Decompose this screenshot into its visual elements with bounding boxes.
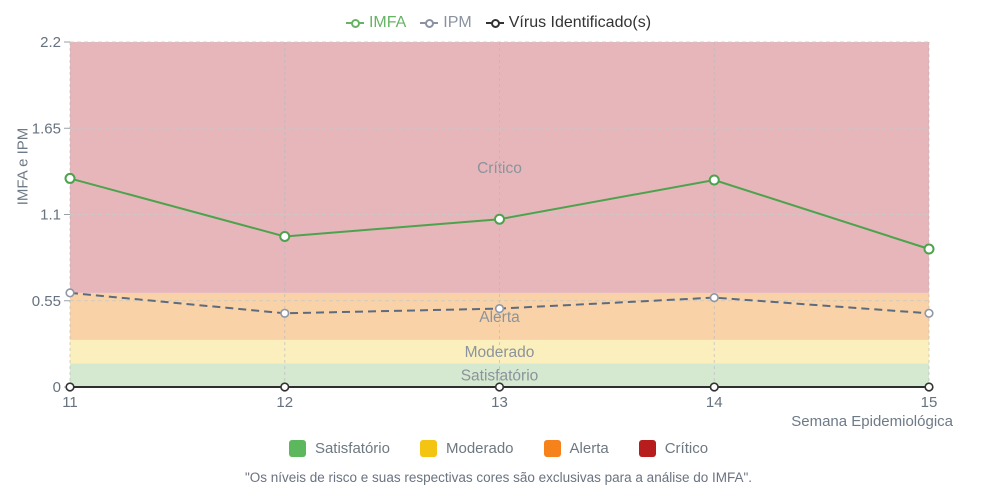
y-axis-title: IMFA e IPM bbox=[14, 127, 32, 206]
risk-legend-label: Satisfatório bbox=[314, 440, 390, 457]
data-point-virus-identificado-s-week-14[interactable] bbox=[709, 382, 719, 392]
y-tick-label: 1.65 bbox=[32, 120, 61, 137]
legend-item-imfa[interactable]: IMFA bbox=[345, 14, 407, 32]
data-point-virus-identificado-s-week-13[interactable] bbox=[494, 382, 505, 392]
x-axis-title: Semana Epidemiológica bbox=[791, 413, 953, 430]
data-point-ipm-week-12[interactable] bbox=[280, 308, 290, 318]
data-point-imfa-week-15[interactable] bbox=[923, 243, 935, 255]
x-tick-label: 14 bbox=[706, 394, 723, 411]
legend-item-virus-identificado-s[interactable]: Vírus Identificado(s) bbox=[485, 14, 652, 32]
band-label-alerta: Alerta bbox=[479, 309, 520, 326]
x-tick-label: 12 bbox=[276, 394, 293, 411]
legend-item-label: Vírus Identificado(s) bbox=[508, 14, 652, 31]
data-point-imfa-week-14[interactable] bbox=[708, 174, 720, 186]
data-point-imfa-week-11[interactable] bbox=[64, 172, 76, 184]
data-point-ipm-week-13[interactable] bbox=[494, 303, 505, 314]
legend-item-label: IPM bbox=[443, 14, 472, 31]
risk-legend-label: Crítico bbox=[664, 440, 709, 457]
plot-band-moderado: Moderado bbox=[70, 339, 929, 364]
legend-item-label: IMFA bbox=[368, 14, 407, 31]
y-tick-label: 0.55 bbox=[32, 293, 61, 310]
series-marker-icon bbox=[345, 18, 364, 28]
legend-item-ipm[interactable]: IPM bbox=[420, 14, 472, 32]
band-label-satisfatorio: Satisfatório bbox=[461, 368, 539, 385]
y-tick-label: 0 bbox=[53, 379, 61, 396]
line-chart: Satisfatório Moderado Alerta Crítico 0 0.55 1.… bbox=[32, 34, 938, 411]
x-tick-label: 11 bbox=[62, 394, 78, 411]
series-imfa bbox=[64, 172, 935, 255]
plot-band-satisfatorio: Satisfatório bbox=[70, 363, 929, 387]
data-point-ipm-week-14[interactable] bbox=[709, 293, 719, 303]
series-ipm bbox=[65, 288, 934, 318]
data-point-virus-identificado-s-week-12[interactable] bbox=[280, 382, 290, 392]
series-virus-identificado-s bbox=[65, 382, 934, 392]
y-tick-label: 1.1 bbox=[40, 207, 61, 224]
footnote-text: "Os níveis de risco e suas respectivas c… bbox=[244, 470, 753, 485]
series-legend: IMFA IPM Vírus Identificado(s) bbox=[0, 14, 997, 32]
risk-legend-item-alerta: Alerta bbox=[543, 440, 609, 457]
risk-legend-label: Moderado bbox=[445, 440, 514, 457]
band-label-moderado: Moderado bbox=[465, 344, 535, 361]
risk-color-swatch bbox=[543, 440, 561, 457]
data-point-ipm-week-15[interactable] bbox=[924, 308, 934, 318]
data-point-imfa-week-12[interactable] bbox=[279, 230, 291, 242]
data-point-ipm-week-11[interactable] bbox=[65, 288, 75, 298]
data-point-virus-identificado-s-week-15[interactable] bbox=[924, 382, 934, 392]
data-point-imfa-week-13[interactable] bbox=[494, 213, 505, 225]
risk-color-swatch bbox=[419, 440, 437, 457]
x-tick-label: 13 bbox=[491, 394, 508, 411]
data-point-virus-identificado-s-week-11[interactable] bbox=[65, 382, 75, 392]
series-marker-icon bbox=[420, 18, 439, 28]
risk-legend-item-moderado: Moderado bbox=[419, 440, 514, 457]
x-tick-label: 15 bbox=[921, 394, 938, 411]
risk-color-swatch bbox=[288, 440, 306, 457]
risk-legend-label: Alerta bbox=[569, 440, 609, 457]
y-tick-label: 2.2 bbox=[40, 34, 61, 51]
risk-legend-item-satisfatorio: Satisfatório bbox=[288, 440, 390, 457]
risk-legend-item-critico: Crítico bbox=[638, 440, 709, 457]
risk-color-swatch bbox=[638, 440, 656, 457]
plot-band-critico: Crítico bbox=[70, 42, 929, 293]
series-marker-icon bbox=[485, 18, 504, 28]
risk-level-legend: Satisfatório Moderado Alerta Crítico bbox=[0, 440, 997, 457]
